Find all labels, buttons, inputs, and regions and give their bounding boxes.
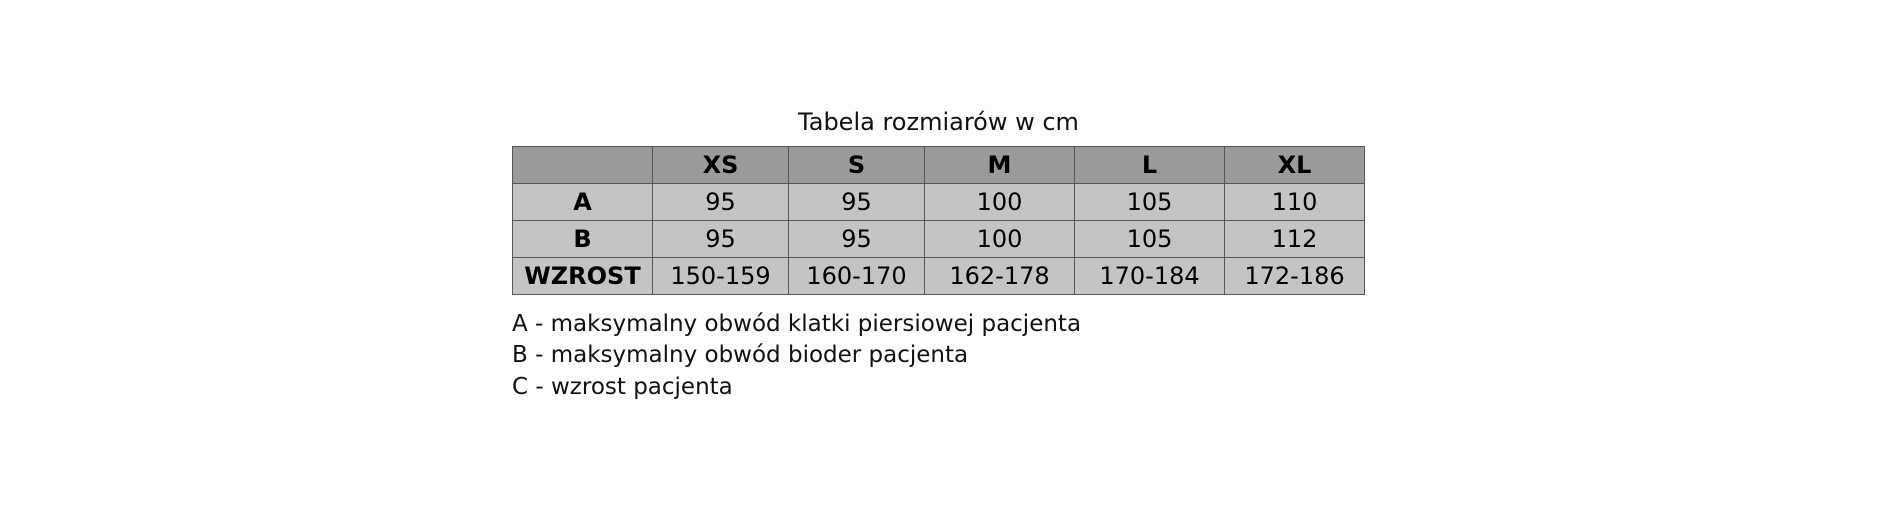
cell: 95 [653,221,789,258]
cell: 160-170 [789,258,925,295]
size-table: XS S M L XL A 95 95 100 105 110 B 95 95 … [512,146,1365,295]
cell: 170-184 [1075,258,1225,295]
size-chart-inner: Tabela rozmiarów w cm XS S M L XL A 95 9… [512,108,1365,402]
row-head: B [513,221,653,258]
cell: 172-186 [1225,258,1365,295]
header-size: S [789,147,925,184]
row-head: WZROST [513,258,653,295]
legend-line: B - maksymalny obwód bioder pacjenta [512,340,1081,371]
row-head: A [513,184,653,221]
cell: 150-159 [653,258,789,295]
cell: 100 [925,221,1075,258]
cell: 162-178 [925,258,1075,295]
table-row: A 95 95 100 105 110 [513,184,1365,221]
cell: 95 [789,184,925,221]
cell: 105 [1075,221,1225,258]
table-title: Tabela rozmiarów w cm [798,108,1079,136]
cell: 112 [1225,221,1365,258]
legend: A - maksymalny obwód klatki piersiowej p… [512,309,1081,402]
header-size: M [925,147,1075,184]
cell: 100 [925,184,1075,221]
header-size: XL [1225,147,1365,184]
header-size: L [1075,147,1225,184]
cell: 105 [1075,184,1225,221]
table-row: B 95 95 100 105 112 [513,221,1365,258]
cell: 95 [653,184,789,221]
table-row: WZROST 150-159 160-170 162-178 170-184 1… [513,258,1365,295]
cell: 110 [1225,184,1365,221]
table-header-row: XS S M L XL [513,147,1365,184]
size-chart-panel: Tabela rozmiarów w cm XS S M L XL A 95 9… [512,108,1365,402]
legend-line: A - maksymalny obwód klatki piersiowej p… [512,309,1081,340]
header-corner [513,147,653,184]
header-size: XS [653,147,789,184]
legend-line: C - wzrost pacjenta [512,372,1081,403]
cell: 95 [789,221,925,258]
